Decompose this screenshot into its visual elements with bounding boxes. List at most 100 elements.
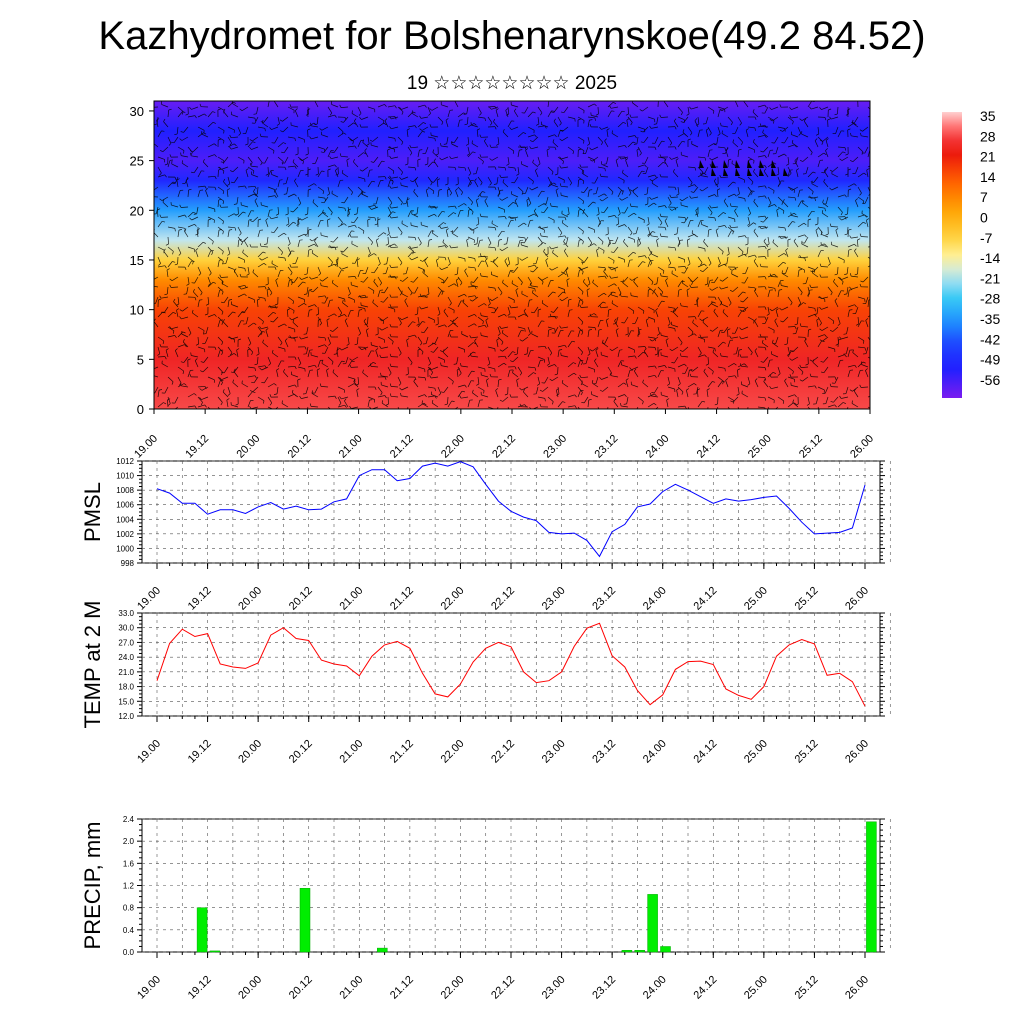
wind-barb bbox=[627, 226, 633, 233]
wind-barb bbox=[807, 306, 815, 309]
wind-barb-feather bbox=[823, 243, 827, 247]
wind-barb bbox=[277, 336, 283, 343]
wind-barb-feather bbox=[857, 238, 861, 241]
wind-barb-feather bbox=[670, 310, 674, 313]
wind-barb bbox=[525, 150, 529, 158]
wind-barb-feather bbox=[242, 311, 246, 313]
wind-barb bbox=[846, 286, 849, 294]
temp-series-line bbox=[156, 622, 866, 707]
wind-barb bbox=[354, 256, 359, 264]
wind-barb bbox=[637, 351, 644, 358]
wind-barb-feather bbox=[709, 288, 713, 291]
wind-barb bbox=[861, 213, 869, 218]
wind-barb-feather bbox=[449, 192, 452, 196]
wind-barb bbox=[217, 246, 224, 252]
wind-barb-feather bbox=[708, 263, 712, 266]
wind-barb bbox=[217, 316, 224, 323]
wind-barb bbox=[597, 193, 605, 198]
wind-barb bbox=[390, 246, 399, 249]
wind-barb-feather bbox=[473, 342, 477, 345]
wind-barb-feather bbox=[399, 292, 403, 296]
wind-barb bbox=[324, 346, 329, 354]
wind-barb bbox=[372, 302, 379, 308]
wind-barb bbox=[577, 386, 583, 393]
wind-barb bbox=[157, 156, 165, 160]
wind-barb-feather bbox=[614, 268, 616, 272]
wind-barb-feather bbox=[827, 263, 831, 266]
wind-barb bbox=[414, 286, 419, 294]
wind-barb-feather bbox=[722, 380, 726, 383]
wind-barb-feather bbox=[204, 113, 207, 117]
wind-barb bbox=[227, 143, 235, 148]
wind-barb-feather bbox=[264, 286, 267, 290]
wind-barb-feather bbox=[789, 115, 792, 119]
wind-barb bbox=[247, 220, 250, 228]
wind-barb-feather bbox=[484, 198, 488, 202]
wind-barb-feather bbox=[704, 354, 707, 358]
wind-barb bbox=[397, 256, 403, 263]
wind-barb-feather bbox=[724, 263, 727, 267]
wind-barb-feather bbox=[679, 198, 683, 202]
wind-barb bbox=[564, 250, 569, 258]
wind-barb-feather bbox=[729, 335, 732, 339]
wind-barb-feather bbox=[487, 303, 491, 306]
y-tick-label: 0 bbox=[137, 402, 144, 417]
wind-barb-feather bbox=[309, 403, 312, 407]
wind-barb-feather bbox=[289, 104, 292, 108]
wind-barb bbox=[725, 380, 729, 388]
y-tick-label: 10 bbox=[130, 303, 144, 318]
wind-barb-feather bbox=[252, 170, 255, 174]
wind-barb bbox=[467, 380, 472, 388]
wind-barb bbox=[187, 256, 194, 262]
wind-barb-feather bbox=[269, 100, 272, 101]
wind-barb-feather bbox=[532, 111, 536, 114]
wind-barb bbox=[767, 196, 772, 204]
wind-barb-feather bbox=[429, 239, 433, 241]
wind-barb bbox=[383, 286, 389, 294]
wind-barb bbox=[343, 196, 349, 204]
wind-barb-feather bbox=[238, 133, 241, 136]
wind-barb-feather bbox=[811, 210, 815, 213]
wind-barb-feather bbox=[443, 222, 447, 225]
wind-barb-feather bbox=[760, 361, 764, 363]
wind-barb bbox=[377, 180, 381, 188]
wind-barb bbox=[647, 365, 655, 368]
wind-barb-feather bbox=[507, 313, 511, 316]
wind-barb-feather bbox=[244, 185, 247, 189]
wind-barb bbox=[825, 150, 829, 158]
wind-barb-feather bbox=[623, 121, 627, 124]
wind-barb bbox=[427, 213, 435, 218]
wind-barb-feather bbox=[474, 314, 477, 317]
wind-barb-feather bbox=[800, 292, 803, 296]
wind-barb-feather bbox=[783, 210, 785, 214]
wind-barb bbox=[713, 180, 719, 188]
wind-barb bbox=[532, 406, 539, 409]
wind-barb-feather bbox=[653, 123, 657, 125]
wind-barb-feather bbox=[214, 187, 217, 191]
wind-barb-feather bbox=[293, 310, 295, 314]
wind-barb-feather bbox=[222, 170, 225, 174]
wind-barb bbox=[345, 356, 349, 364]
wind-barb bbox=[406, 340, 409, 348]
wind-barb-feather bbox=[179, 309, 183, 312]
wind-barb bbox=[467, 146, 470, 154]
wind-barb-feather bbox=[725, 378, 729, 381]
wind-barb-feather bbox=[559, 165, 562, 169]
wind-barb-feather bbox=[330, 240, 334, 243]
wind-barb bbox=[197, 396, 203, 403]
wind-barb bbox=[347, 310, 351, 318]
wind-barb-feather bbox=[651, 180, 654, 184]
wind-barb-feather bbox=[649, 262, 653, 266]
wind-barb bbox=[562, 126, 569, 132]
wind-barb bbox=[237, 256, 245, 261]
wind-barb bbox=[467, 370, 472, 378]
wind-barb-feather bbox=[664, 158, 667, 162]
wind-barb bbox=[431, 394, 439, 398]
wind-barb-feather bbox=[422, 321, 426, 323]
wind-barb bbox=[357, 106, 362, 114]
wind-barb bbox=[353, 161, 359, 168]
wind-barb bbox=[557, 386, 560, 394]
wind-barb-feather bbox=[500, 292, 503, 296]
wind-barb bbox=[767, 290, 771, 298]
wind-barb-feather bbox=[759, 333, 762, 337]
